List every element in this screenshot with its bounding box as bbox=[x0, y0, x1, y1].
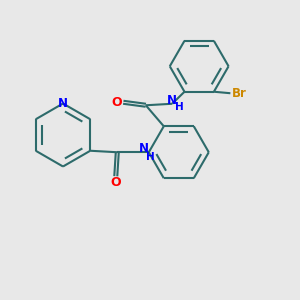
Text: N: N bbox=[167, 94, 177, 107]
Text: O: O bbox=[110, 176, 121, 189]
Text: O: O bbox=[111, 96, 122, 109]
Text: Br: Br bbox=[232, 87, 247, 100]
Text: H: H bbox=[175, 102, 184, 112]
Text: H: H bbox=[146, 152, 155, 162]
Text: N: N bbox=[139, 142, 149, 155]
Text: N: N bbox=[58, 97, 68, 110]
